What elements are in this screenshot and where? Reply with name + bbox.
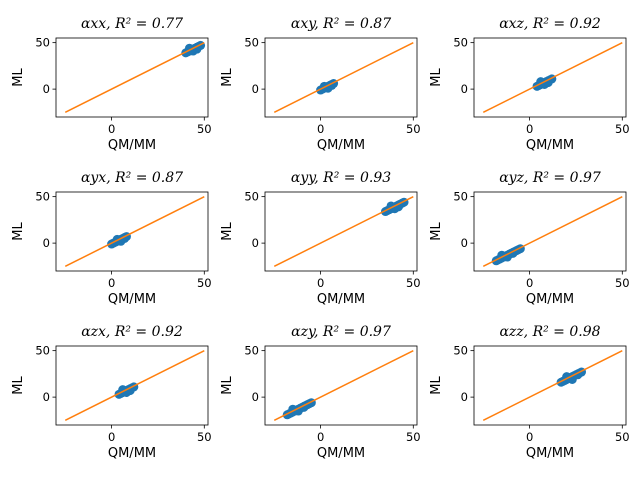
x-tick-label: 0	[108, 430, 115, 444]
subplot-title: αxz, R² = 0.92	[499, 16, 601, 32]
identity-line	[64, 349, 205, 422]
y-tick-label: 50	[453, 190, 468, 204]
subplot-title: αyz, R² = 0.97	[499, 170, 601, 186]
y-tick-label: 50	[244, 344, 259, 358]
y-tick-label: 0	[252, 82, 259, 96]
x-tick-label: 50	[406, 430, 421, 444]
x-tick-label: 0	[317, 122, 324, 136]
y-tick-label: 0	[461, 390, 468, 404]
subplot-title: αzy, R² = 0.97	[291, 324, 391, 340]
subplot-title: αyx, R² = 0.87	[81, 170, 183, 186]
axes-frame	[473, 345, 627, 426]
identity-line	[482, 41, 623, 114]
axes-frame	[55, 345, 209, 426]
axes-frame	[473, 191, 627, 272]
y-tick-label: 50	[244, 190, 259, 204]
y-tick-label: 0	[461, 82, 468, 96]
y-axis-label: ML	[429, 222, 444, 241]
identity-line	[64, 41, 205, 114]
axes-frame	[264, 37, 418, 118]
x-axis-label: QM/MM	[317, 446, 365, 461]
x-axis-label: QM/MM	[526, 292, 574, 307]
plot-area	[532, 74, 557, 91]
x-tick-label: 0	[317, 276, 324, 290]
y-tick-label: 0	[461, 236, 468, 250]
x-tick-label: 50	[615, 122, 630, 136]
x-tick-label: 50	[406, 122, 421, 136]
y-tick-label: 0	[252, 236, 259, 250]
y-tick-label: 0	[43, 236, 50, 250]
y-axis-label: ML	[11, 222, 26, 241]
x-axis-label: QM/MM	[108, 446, 156, 461]
y-axis-label: ML	[429, 68, 444, 87]
x-axis-label: QM/MM	[526, 138, 574, 153]
x-tick-label: 0	[108, 122, 115, 136]
identity-line	[482, 195, 623, 268]
identity-line	[273, 41, 414, 114]
subplot-title: αzz, R² = 0.98	[499, 324, 600, 340]
axes-frame	[473, 37, 627, 118]
y-axis-label: ML	[429, 376, 444, 395]
x-axis-label: QM/MM	[108, 138, 156, 153]
x-axis-label: QM/MM	[108, 292, 156, 307]
identity-line	[64, 195, 205, 268]
x-tick-label: 50	[615, 430, 630, 444]
y-tick-label: 0	[43, 390, 50, 404]
subplot-title: αxx, R² = 0.77	[81, 16, 183, 32]
y-axis-label: ML	[11, 68, 26, 87]
x-axis-label: QM/MM	[317, 292, 365, 307]
y-tick-label: 50	[453, 344, 468, 358]
y-axis-label: ML	[220, 222, 235, 241]
y-tick-label: 50	[35, 36, 50, 50]
y-axis-label: ML	[220, 68, 235, 87]
y-tick-label: 50	[453, 36, 468, 50]
axes-frame	[264, 191, 418, 272]
x-tick-label: 0	[526, 430, 533, 444]
x-tick-label: 50	[615, 276, 630, 290]
identity-line	[273, 349, 414, 422]
y-tick-label: 50	[35, 344, 50, 358]
subplot-title: αzx, R² = 0.92	[81, 324, 183, 340]
identity-line	[273, 195, 414, 268]
y-tick-label: 0	[43, 82, 50, 96]
x-tick-label: 0	[526, 276, 533, 290]
x-tick-label: 50	[197, 276, 212, 290]
y-tick-label: 50	[244, 36, 259, 50]
axes-frame	[55, 37, 209, 118]
x-tick-label: 0	[526, 122, 533, 136]
x-tick-label: 0	[108, 276, 115, 290]
y-axis-label: ML	[11, 376, 26, 395]
y-tick-label: 50	[35, 190, 50, 204]
x-tick-label: 50	[197, 430, 212, 444]
axes-frame	[264, 345, 418, 426]
x-tick-label: 50	[197, 122, 212, 136]
x-tick-label: 0	[317, 430, 324, 444]
subplot-title: αyy, R² = 0.93	[291, 170, 391, 186]
axes-frame	[55, 191, 209, 272]
x-axis-label: QM/MM	[526, 446, 574, 461]
x-tick-label: 50	[406, 276, 421, 290]
y-tick-label: 0	[252, 390, 259, 404]
x-axis-label: QM/MM	[317, 138, 365, 153]
y-axis-label: ML	[220, 376, 235, 395]
identity-line	[482, 349, 623, 422]
subplot-title: αxy, R² = 0.87	[291, 16, 391, 32]
